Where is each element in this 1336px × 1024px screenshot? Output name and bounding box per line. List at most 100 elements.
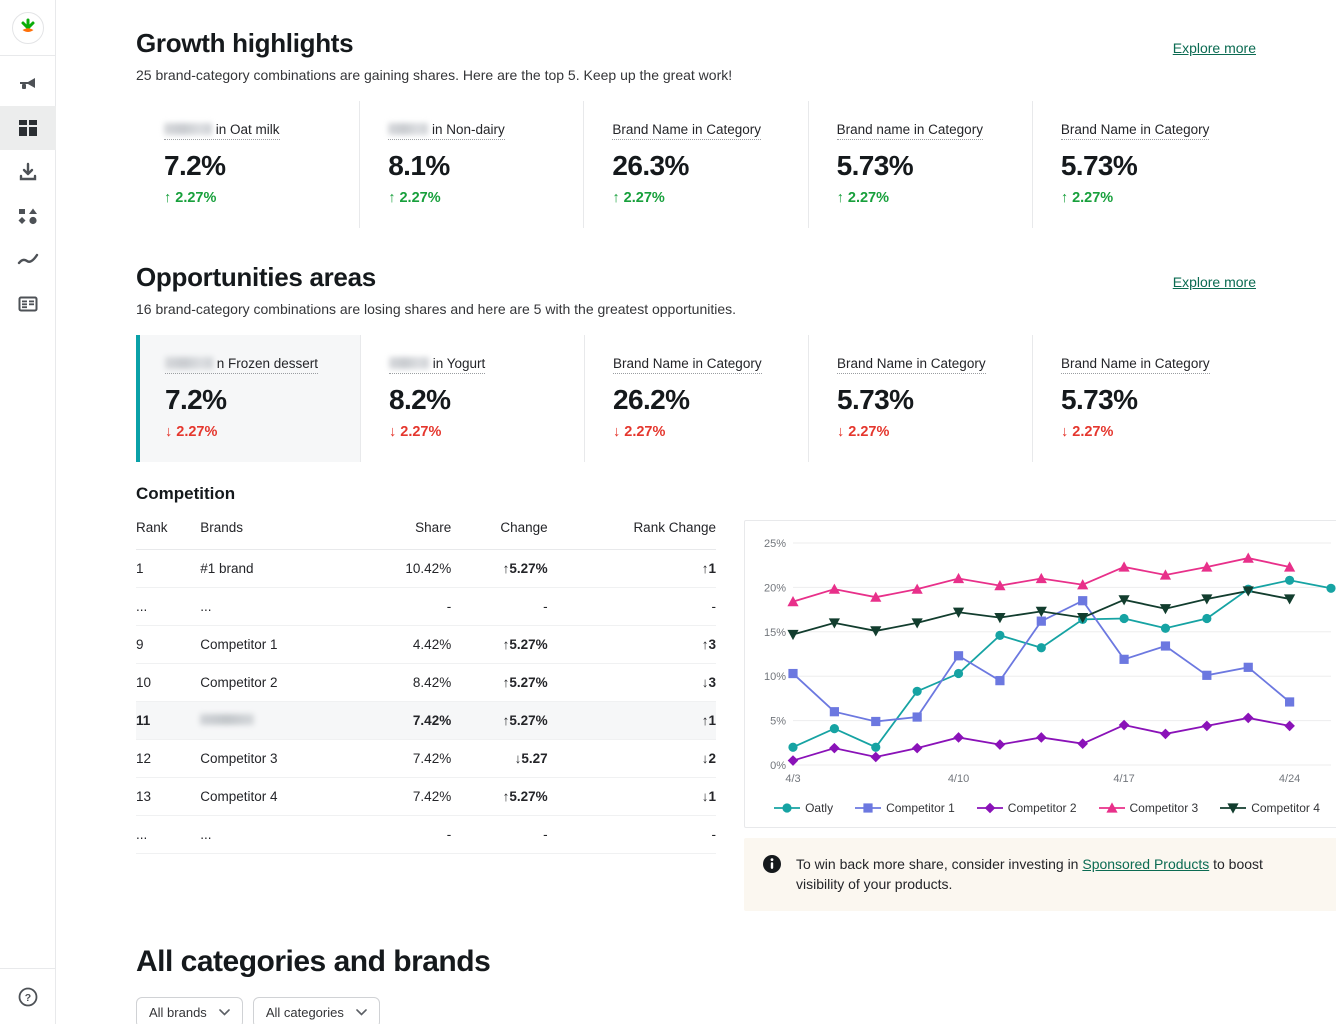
cell-brand: Competitor 1 xyxy=(200,625,358,664)
blurred-brand-name xyxy=(389,357,429,369)
card-delta: ↓ 2.27% xyxy=(389,424,442,440)
cell-brand: Competitor 2 xyxy=(200,663,358,702)
card-label: in Oat milk xyxy=(164,122,280,140)
all-categories-select[interactable]: All categories xyxy=(252,996,380,1024)
table-row[interactable]: 13 Competitor 4 7.42% ↑5.27% ↓1 xyxy=(136,777,716,816)
opportunities-explore-more-link[interactable]: Explore more xyxy=(1172,274,1256,290)
card-label: in Non-dairy xyxy=(388,122,505,140)
table-row[interactable]: 9 Competitor 1 4.42% ↑5.27% ↑3 xyxy=(136,625,716,664)
legend-item[interactable]: Competitor 2 xyxy=(976,801,1077,815)
legend-label: Competitor 2 xyxy=(1007,801,1077,815)
cell-rank-change: - xyxy=(547,587,716,626)
sidebar-item-reports[interactable] xyxy=(0,282,56,326)
legend-item[interactable]: Competitor 1 xyxy=(855,801,955,815)
competition-section: Competition Rank Brands Share Change Rank Ch… xyxy=(136,484,1336,911)
opportunities-title: Opportunities areas xyxy=(136,262,376,292)
opportunity-card[interactable]: Brand Name in Category 5.73% ↓ 2.27% xyxy=(808,335,1032,462)
card-label: Brand Name in Category xyxy=(1060,122,1210,140)
opportunity-card[interactable]: Brand Name in Category 26.2% ↓ 2.27% xyxy=(584,335,808,462)
opportunity-card[interactable]: Brand Name in Category 5.73% ↓ 2.27% xyxy=(1032,335,1256,462)
cell-rank: 1 xyxy=(136,549,201,588)
growth-card[interactable]: Brand name in Category 5.73% ↑ 2.27% xyxy=(807,101,1032,228)
cell-change: - xyxy=(451,815,548,854)
legend-label: Competitor 1 xyxy=(886,801,955,815)
growth-explore-more-link[interactable]: Explore more xyxy=(1172,40,1256,56)
info-icon xyxy=(762,854,782,879)
cell-share: 4.42% xyxy=(357,625,452,664)
legend-label: Oatly xyxy=(805,801,834,815)
cell-change: ↑5.27% xyxy=(451,777,548,816)
sidebar-item-downloads[interactable] xyxy=(0,150,56,194)
table-row[interactable]: 10 Competitor 2 8.42% ↑5.27% ↓3 xyxy=(136,663,716,702)
sidebar-item-insights[interactable] xyxy=(0,238,56,282)
table-row[interactable]: 12 Competitor 3 7.42% ↓5.27 ↓2 xyxy=(136,739,716,778)
sponsored-products-link[interactable]: Sponsored Products xyxy=(1082,856,1210,872)
svg-text:0%: 0% xyxy=(770,760,786,772)
cell-rank: 13 xyxy=(136,777,201,816)
chevron-down-icon xyxy=(356,1008,367,1016)
card-value: 5.73% xyxy=(837,384,914,415)
cell-rank-change: - xyxy=(547,815,716,854)
line-chart-icon xyxy=(17,253,38,265)
competition-table: Rank Brands Share Change Rank Change 1 #1 bra… xyxy=(136,520,716,854)
dashboard-icon xyxy=(18,120,37,136)
legend-marker-icon xyxy=(1098,802,1125,813)
opportunity-card[interactable]: in Yogurt 8.2% ↓ 2.27% xyxy=(360,335,584,462)
card-delta: ↓ 2.27% xyxy=(837,424,890,440)
legend-item[interactable]: Competitor 3 xyxy=(1098,801,1198,815)
all-brands-select[interactable]: All brands xyxy=(136,996,243,1024)
card-label: Brand Name in Category xyxy=(837,356,986,374)
growth-header: Growth highlights Explore more xyxy=(136,28,1256,59)
help-button[interactable]: ? xyxy=(0,968,56,1024)
legend-item[interactable]: Competitor 4 xyxy=(1220,801,1320,815)
sidebar-item-campaigns[interactable] xyxy=(0,62,56,106)
table-row[interactable]: 1 #1 brand 10.42% ↑5.27% ↑1 xyxy=(136,549,716,588)
competition-table-wrap: Rank Brands Share Change Rank Change 1 #1 bra… xyxy=(136,520,716,911)
table-row[interactable]: 11 7.42% ↑5.27% ↑1 xyxy=(136,701,716,740)
logo-container[interactable] xyxy=(0,0,56,56)
competition-title: Competition xyxy=(136,484,236,503)
main-content: Growth highlights Explore more 25 brand-… xyxy=(56,0,1336,1024)
card-delta: ↑ 2.27% xyxy=(612,190,665,206)
card-label: Brand Name in Category xyxy=(612,122,761,140)
blurred-brand-name xyxy=(164,123,212,135)
cell-change: ↓5.27 xyxy=(451,739,548,778)
info-banner: To win back more share, consider investi… xyxy=(744,838,1336,911)
growth-card[interactable]: Brand Name in Category 26.3% ↑ 2.27% xyxy=(583,101,807,228)
legend-item[interactable]: Oatly xyxy=(774,801,833,815)
card-delta: ↑ 2.27% xyxy=(1060,190,1114,206)
table-row[interactable]: ...... - - - xyxy=(136,587,716,626)
download-icon xyxy=(19,162,36,181)
cell-rank-change: ↓1 xyxy=(547,777,716,816)
chevron-down-icon xyxy=(219,1008,230,1016)
cell-share: 7.42% xyxy=(357,701,452,740)
growth-card[interactable]: in Oat milk 7.2% ↑ 2.27% xyxy=(136,101,359,228)
card-value: 5.73% xyxy=(836,150,914,181)
cell-share: 7.42% xyxy=(357,739,452,778)
cell-rank: 11 xyxy=(136,701,201,740)
svg-text:4/10: 4/10 xyxy=(948,773,969,785)
info-text-after: to boost visibility of your products. xyxy=(796,856,1263,893)
opportunities-subtitle: 16 brand-category combinations are losin… xyxy=(136,301,737,317)
sidebar-item-dashboard[interactable] xyxy=(0,106,56,150)
growth-card[interactable]: Brand Name in Category 5.73% ↑ 2.27% xyxy=(1031,101,1256,228)
growth-card[interactable]: in Non-dairy 8.1% ↑ 2.27% xyxy=(359,101,583,228)
table-column-header: Brands xyxy=(200,520,358,550)
shapes-icon xyxy=(18,208,37,225)
svg-text:4/17: 4/17 xyxy=(1113,773,1134,785)
cell-rank-change: ↓3 xyxy=(547,663,716,702)
table-row[interactable]: ...... - - - xyxy=(136,815,716,854)
filter-row: All brands All categories xyxy=(136,996,1256,1024)
opportunity-card[interactable]: n Frozen dessert 7.2% ↓ 2.27% xyxy=(136,335,360,462)
cell-rank: ... xyxy=(136,815,201,854)
share-trend-chart: 0%5%10%15%20%25%4/34/104/174/245/1 Oatly… xyxy=(744,520,1336,828)
legend-label: Competitor 4 xyxy=(1251,801,1320,815)
cell-change: ↑5.27% xyxy=(451,701,548,740)
card-value: 7.2% xyxy=(164,150,226,181)
sidebar-item-products[interactable] xyxy=(0,194,56,238)
cell-rank-change: ↑1 xyxy=(547,701,716,740)
card-value: 5.73% xyxy=(1060,150,1138,181)
table-column-header: Share xyxy=(357,520,452,550)
cell-brand xyxy=(200,701,358,740)
card-value: 7.2% xyxy=(165,384,227,415)
